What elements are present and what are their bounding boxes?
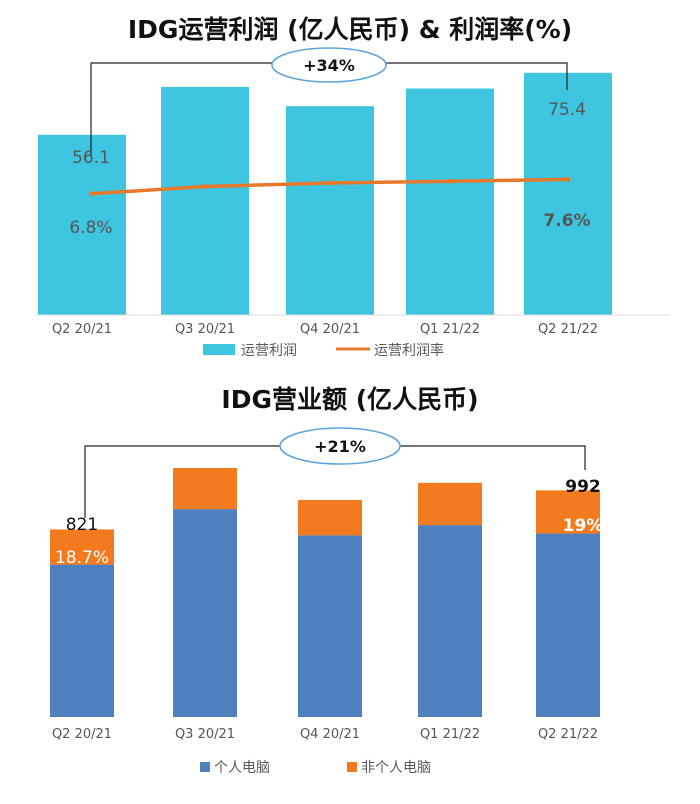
chart2-tick-label: Q3 20/21 bbox=[175, 727, 235, 742]
chart2-tick-labels: Q2 20/21 Q3 20/21 Q4 20/21 Q1 21/22 Q2 21/22 bbox=[52, 727, 598, 742]
chart2-bar-nonpc bbox=[50, 529, 114, 565]
chart2-growth-ellipse bbox=[279, 427, 401, 465]
chart2-tick-label: Q4 20/21 bbox=[300, 727, 360, 742]
chart1-tick-label: Q2 20/21 bbox=[52, 322, 112, 337]
chart2-label-first-total: 821 bbox=[66, 515, 98, 535]
chart2-bar-pc bbox=[173, 509, 237, 717]
chart2-title: IDG营业额 (亿人民币) bbox=[221, 385, 478, 414]
chart2-bar-pc bbox=[418, 525, 482, 717]
chart2-bar-pc bbox=[536, 533, 600, 717]
chart1-bar bbox=[286, 106, 374, 315]
chart2-legend-swatch-nonpc bbox=[347, 762, 357, 772]
chart2-bar-nonpc bbox=[173, 467, 237, 510]
chart2-bar-pc bbox=[50, 564, 114, 717]
chart1-tick-label: Q1 21/22 bbox=[420, 322, 480, 337]
chart2-bar-nonpc bbox=[418, 482, 482, 526]
chart1-margin-point bbox=[89, 191, 95, 197]
chart1-bar bbox=[161, 86, 249, 315]
chart2-tick-label: Q2 20/21 bbox=[52, 727, 112, 742]
chart2-tick-label: Q1 21/22 bbox=[420, 727, 480, 742]
chart1-title: IDG运营利润 (亿人民币) & 利润率(%) bbox=[128, 15, 572, 44]
chart1-tick-label: Q4 20/21 bbox=[300, 322, 360, 337]
chart2-bar-nonpc bbox=[536, 490, 600, 534]
chart1-margin-point bbox=[202, 184, 208, 190]
chart1-margin-point bbox=[565, 176, 571, 182]
chart2-bar-nonpc bbox=[298, 499, 362, 536]
chart1-legend-profit: 运营利润 bbox=[241, 343, 297, 359]
chart2-bar-pc bbox=[298, 535, 362, 717]
chart1-growth-ellipse bbox=[271, 47, 387, 83]
chart2-legend-nonpc: 非个人电脑 bbox=[361, 760, 431, 776]
chart1-margin-point bbox=[327, 180, 333, 186]
chart1-margin-point bbox=[447, 178, 453, 184]
chart2-label-last-total: 992 bbox=[565, 477, 601, 497]
chart2-bars bbox=[50, 467, 600, 717]
chart2-label-last-share: 19% bbox=[563, 516, 604, 536]
chart1-legend-swatch-profit bbox=[203, 344, 235, 355]
chart1-tick-labels: Q2 20/21 Q3 20/21 Q4 20/21 Q1 21/22 Q2 21/22 bbox=[52, 322, 598, 337]
chart2-legend-swatch-pc bbox=[200, 762, 210, 772]
chart1-tick-label: Q2 21/22 bbox=[538, 322, 598, 337]
chart2-tick-label: Q2 21/22 bbox=[538, 727, 598, 742]
chart1-label-first-bar: 56.1 bbox=[72, 148, 110, 168]
chart1-bar bbox=[524, 72, 612, 315]
chart1-tick-label: Q3 20/21 bbox=[175, 322, 235, 337]
chart2-growth-label: +21% bbox=[314, 437, 366, 456]
chart1-bar bbox=[38, 134, 126, 315]
chart1-bar bbox=[406, 88, 494, 315]
chart2-legend-pc: 个人电脑 bbox=[214, 760, 270, 776]
chart1-growth-label: +34% bbox=[303, 56, 355, 75]
chart1-legend-margin: 运营利润率 bbox=[374, 342, 444, 359]
chart2-label-first-share: 18.7% bbox=[55, 548, 109, 568]
chart1-label-first-rate: 6.8% bbox=[69, 218, 112, 238]
chart1-label-last-bar: 75.4 bbox=[548, 100, 586, 120]
chart1-bars bbox=[38, 72, 612, 315]
chart1-label-last-rate: 7.6% bbox=[543, 211, 590, 231]
